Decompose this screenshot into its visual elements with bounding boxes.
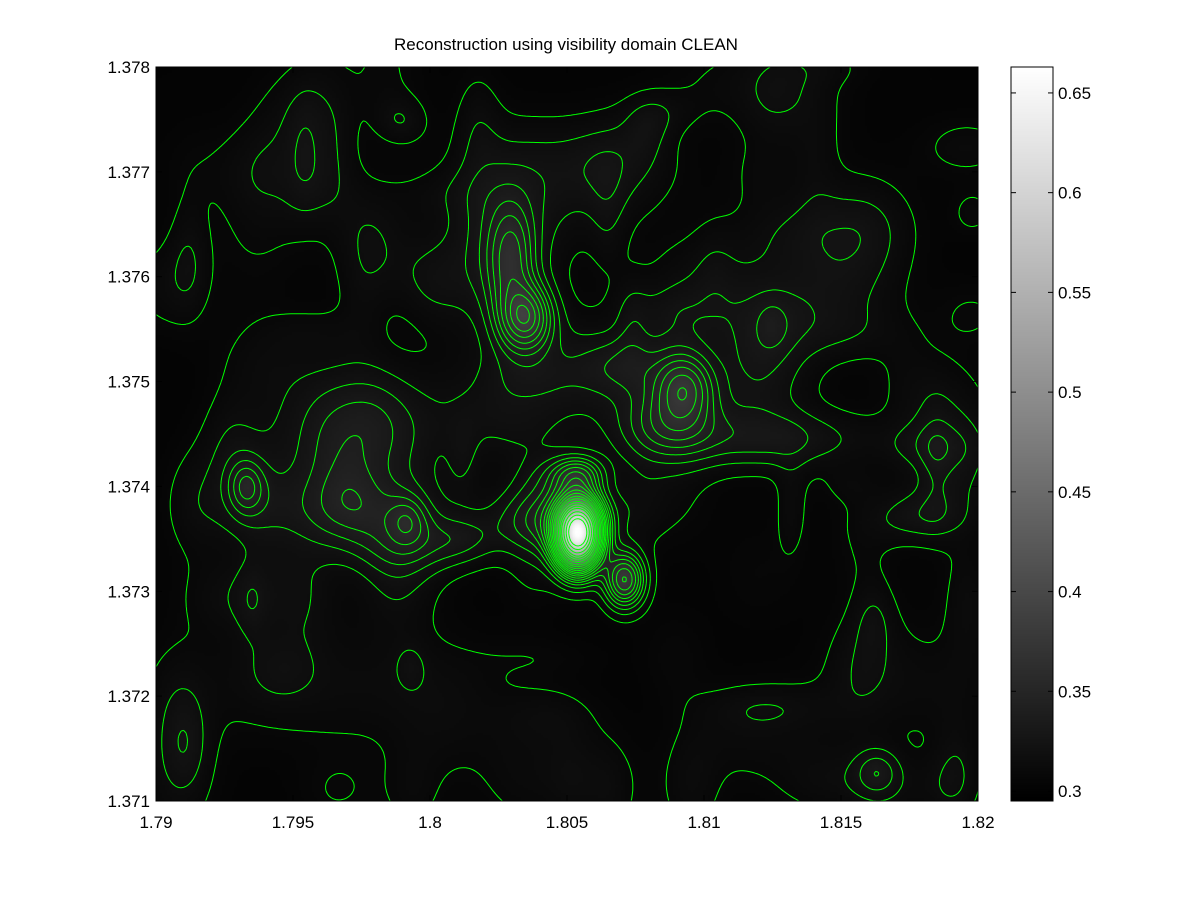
y-tick-label: 1.375: [107, 373, 150, 392]
colorbar-tick-label: 0.6: [1058, 184, 1082, 203]
x-tick-label: 1.815: [820, 813, 863, 832]
contour-level-11: [551, 492, 603, 570]
x-tick-label: 1.8: [418, 813, 442, 832]
contour-level-3: [227, 183, 949, 777]
colorbar-tick-label: 0.5: [1058, 383, 1082, 402]
colorbar-ticks: 0.3 0.35 0.4 0.45 0.5 0.55 0.6 0.65: [1011, 84, 1091, 801]
x-axis: 1.79 1.795 1.8 1.805 1.81 1.815 1.82: [139, 67, 995, 832]
x-tick-label: 1.81: [687, 813, 720, 832]
contour-level-2: [177, 127, 967, 791]
colorbar-tick-label: 0.4: [1058, 583, 1082, 602]
contour-lines: [155, 66, 979, 802]
contour-level-0: [155, 66, 979, 802]
colorbar-tick-label: 0.55: [1058, 283, 1091, 302]
contour-level-15: [558, 503, 597, 561]
contour-level-17: [561, 507, 595, 557]
colorbar-tick-label: 0.45: [1058, 483, 1091, 502]
colorbar-frame: [1010, 66, 1054, 802]
contour-level-13: [554, 498, 601, 566]
colorbar: 0.3 0.35 0.4 0.45 0.5 0.55 0.6 0.65: [1010, 66, 1091, 802]
plot-area: [155, 66, 979, 802]
x-tick-label: 1.82: [961, 813, 994, 832]
contour-level-7: [505, 278, 697, 591]
x-tick-label: 1.805: [546, 813, 589, 832]
contour-level-1: [161, 66, 979, 802]
y-tick-label: 1.374: [107, 477, 150, 496]
colorbar-gradient-holder: [1011, 67, 1053, 801]
colorbar-tick-label: 0.35: [1058, 682, 1091, 701]
y-axis: 1.371 1.372 1.373 1.374 1.375 1.376 1.377 1.378: [107, 58, 978, 811]
chart-title: Reconstruction using visibility domain C…: [394, 35, 738, 54]
x-tick-label: 1.795: [272, 813, 315, 832]
contour-level-6: [397, 231, 703, 596]
colorbar-tick-label: 0.3: [1058, 782, 1082, 801]
contour-level-20: [568, 518, 588, 547]
contour-level-10: [549, 489, 605, 572]
colorbar-tick-label: 0.65: [1058, 84, 1091, 103]
x-tick-label: 1.79: [139, 813, 172, 832]
contour-level-5: [238, 215, 709, 599]
heatmap-image: [156, 67, 978, 801]
heatmap-image-holder: [156, 67, 978, 801]
y-tick-label: 1.371: [107, 792, 150, 811]
contour-level-19: [565, 514, 590, 551]
y-tick-label: 1.373: [107, 582, 150, 601]
colorbar-gradient: [1011, 67, 1053, 801]
y-tick-label: 1.377: [107, 163, 150, 182]
y-tick-label: 1.376: [107, 268, 150, 287]
contour-level-16: [559, 505, 596, 559]
contour-level-14: [556, 500, 599, 564]
y-tick-label: 1.372: [107, 687, 150, 706]
contour-level-4: [233, 200, 715, 603]
contour-level-8: [509, 294, 687, 583]
contour-level-9: [516, 304, 606, 573]
contour-level-18: [563, 511, 592, 554]
y-tick-label: 1.378: [107, 58, 150, 77]
contour-level-12: [553, 495, 602, 568]
